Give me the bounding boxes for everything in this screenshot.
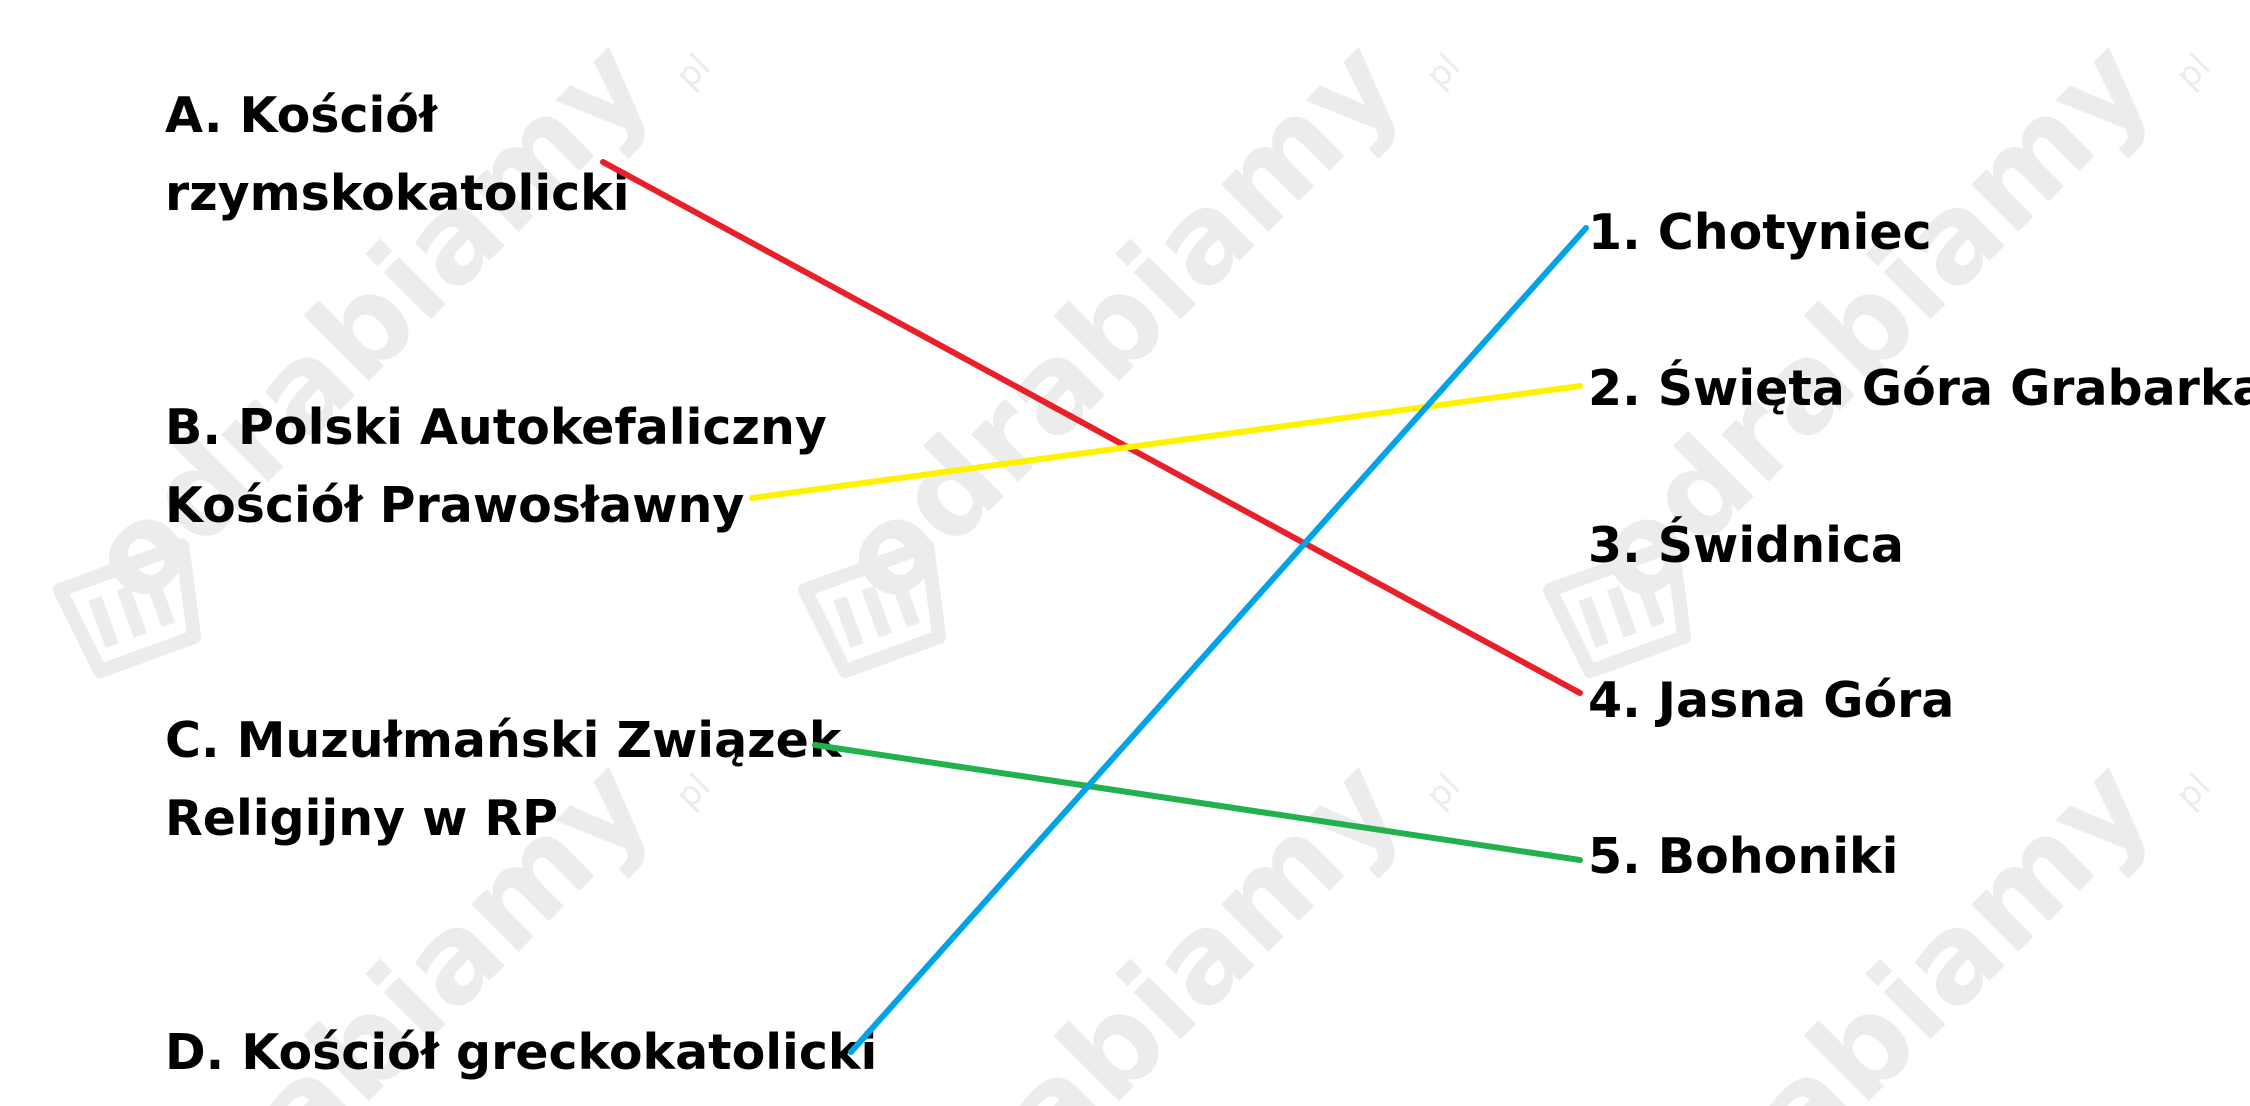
right-item-3-label: 3. Świdnica	[1588, 517, 1904, 574]
connection-a-4	[600, 159, 1583, 696]
left-item-a-line-2: rzymskokatolicki	[165, 165, 630, 222]
left-item-b-line-2: Kościół Prawosławny	[165, 477, 745, 534]
left-item-d: D. Kościół greckokatolicki	[165, 1014, 877, 1092]
right-item-4: 4. Jasna Góra	[1588, 662, 1954, 740]
left-item-b-line-1: B. Polski Autokefaliczny	[165, 399, 827, 456]
left-item-a-line-1: A. Kościół	[165, 87, 438, 144]
right-item-5-label: 5. Bohoniki	[1588, 828, 1899, 885]
left-item-b: B. Polski Autokefaliczny Kościół Prawosł…	[165, 389, 827, 545]
right-item-2-label: 2. Święta Góra Grabarka	[1588, 360, 2250, 417]
connection-b-2	[749, 383, 1583, 501]
left-item-c: C. Muzułmański Związek Religijny w RP	[165, 702, 841, 858]
left-item-c-line-1: C. Muzułmański Związek	[165, 712, 842, 769]
connection-d-1	[848, 225, 1589, 1055]
left-item-a: A. Kościół rzymskokatolicki	[165, 77, 630, 233]
right-item-1: 1. Chotyniec	[1588, 194, 1932, 272]
left-item-c-line-2: Religijny w RP	[165, 790, 559, 847]
right-item-3: 3. Świdnica	[1588, 507, 1904, 585]
connection-c-5	[812, 742, 1583, 863]
right-item-2: 2. Święta Góra Grabarka	[1588, 350, 2250, 428]
right-item-1-label: 1. Chotyniec	[1588, 204, 1932, 261]
right-item-4-label: 4. Jasna Góra	[1588, 672, 1955, 729]
right-item-5: 5. Bohoniki	[1588, 818, 1898, 896]
left-item-d-line-1: D. Kościół greckokatolicki	[165, 1024, 878, 1081]
